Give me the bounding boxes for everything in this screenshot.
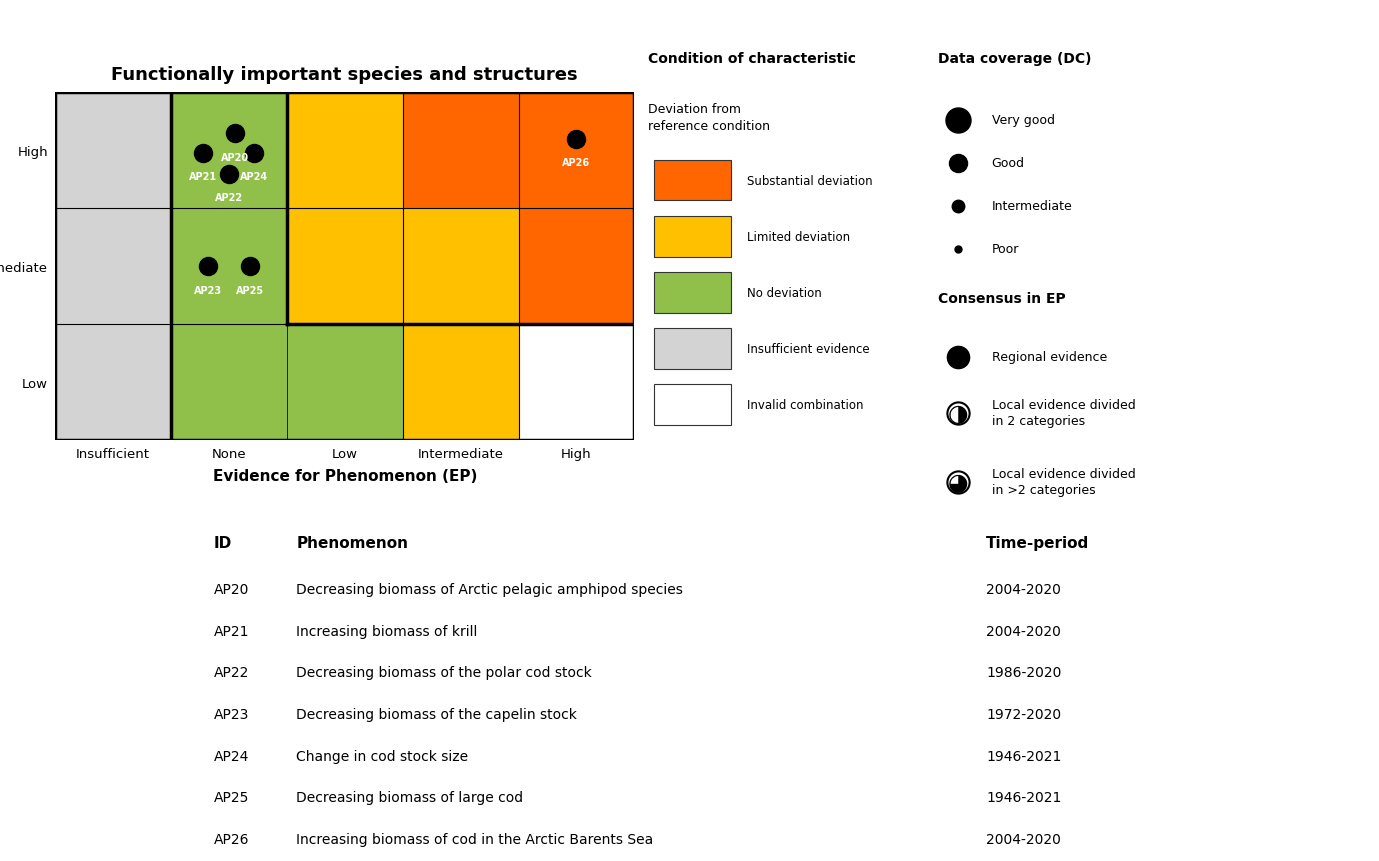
Text: Invalid combination: Invalid combination (747, 398, 863, 412)
Text: 1986-2020: 1986-2020 (986, 666, 1062, 679)
Text: Decreasing biomass of the polar cod stock: Decreasing biomass of the polar cod stoc… (296, 666, 592, 679)
Text: Very good: Very good (992, 114, 1055, 127)
Bar (287, 325, 403, 441)
Text: ◑: ◑ (949, 401, 968, 425)
Text: Consensus in EP: Consensus in EP (938, 292, 1066, 306)
Bar (519, 93, 634, 209)
Text: Regional evidence: Regional evidence (992, 350, 1107, 364)
Bar (654, 384, 731, 425)
Bar (171, 93, 287, 209)
Bar (654, 216, 731, 257)
Text: AP25: AP25 (236, 286, 263, 295)
X-axis label: Evidence for Phenomenon (EP): Evidence for Phenomenon (EP) (212, 468, 477, 484)
Text: AP21: AP21 (214, 624, 250, 638)
Bar (55, 209, 171, 325)
Text: AP24: AP24 (214, 749, 250, 763)
Text: 2004-2020: 2004-2020 (986, 583, 1060, 597)
Bar (654, 160, 731, 201)
Text: No deviation: No deviation (747, 286, 822, 300)
Text: Decreasing biomass of the capelin stock: Decreasing biomass of the capelin stock (296, 708, 578, 722)
Text: AP20: AP20 (214, 583, 250, 597)
Text: Phenomenon: Phenomenon (296, 536, 408, 550)
Text: 1946-2021: 1946-2021 (986, 790, 1062, 804)
Text: Good: Good (992, 157, 1025, 170)
Title: Functionally important species and structures: Functionally important species and struc… (112, 65, 578, 84)
Text: Intermediate: Intermediate (992, 200, 1073, 214)
Text: Limited deviation: Limited deviation (747, 230, 851, 244)
Text: Insufficient evidence: Insufficient evidence (747, 342, 870, 356)
Text: AP26: AP26 (214, 832, 250, 846)
Text: Increasing biomass of krill: Increasing biomass of krill (296, 624, 479, 638)
Text: Increasing biomass of cod in the Arctic Barents Sea: Increasing biomass of cod in the Arctic … (296, 832, 654, 846)
Text: AP22: AP22 (215, 193, 243, 203)
Text: Decreasing biomass of Arctic pelagic amphipod species: Decreasing biomass of Arctic pelagic amp… (296, 583, 684, 597)
Text: 2004-2020: 2004-2020 (986, 832, 1060, 846)
Text: Local evidence divided
in >2 categories: Local evidence divided in >2 categories (992, 468, 1135, 497)
Text: 2004-2020: 2004-2020 (986, 624, 1060, 638)
Text: Condition of characteristic: Condition of characteristic (648, 52, 856, 65)
Text: 1972-2020: 1972-2020 (986, 708, 1060, 722)
Bar (403, 93, 519, 209)
Bar (55, 325, 171, 441)
Text: Substantial deviation: Substantial deviation (747, 174, 873, 188)
Text: AP23: AP23 (194, 286, 222, 295)
Bar (287, 93, 403, 209)
Text: Local evidence divided
in 2 categories: Local evidence divided in 2 categories (992, 399, 1135, 428)
Bar (171, 325, 287, 441)
Text: Deviation from
reference condition: Deviation from reference condition (648, 103, 769, 133)
Text: AP22: AP22 (214, 666, 250, 679)
Bar (654, 272, 731, 313)
Text: Decreasing biomass of large cod: Decreasing biomass of large cod (296, 790, 524, 804)
Text: Time-period: Time-period (986, 536, 1089, 550)
Bar (654, 328, 731, 369)
Text: AP23: AP23 (214, 708, 250, 722)
Text: ID: ID (214, 536, 232, 550)
Text: AP20: AP20 (221, 152, 248, 163)
Bar (519, 209, 634, 325)
Text: ◕: ◕ (949, 470, 968, 494)
Text: AP24: AP24 (240, 172, 269, 182)
Text: Change in cod stock size: Change in cod stock size (296, 749, 469, 763)
Text: AP21: AP21 (189, 172, 218, 182)
Bar (55, 93, 171, 209)
Bar (403, 325, 519, 441)
Bar (287, 209, 403, 325)
Text: AP26: AP26 (563, 158, 590, 168)
Text: Poor: Poor (992, 243, 1019, 257)
Text: Data coverage (DC): Data coverage (DC) (938, 52, 1091, 65)
Text: 1946-2021: 1946-2021 (986, 749, 1062, 763)
Bar (403, 209, 519, 325)
Bar (171, 209, 287, 325)
Text: AP25: AP25 (214, 790, 250, 804)
Bar (519, 325, 634, 441)
